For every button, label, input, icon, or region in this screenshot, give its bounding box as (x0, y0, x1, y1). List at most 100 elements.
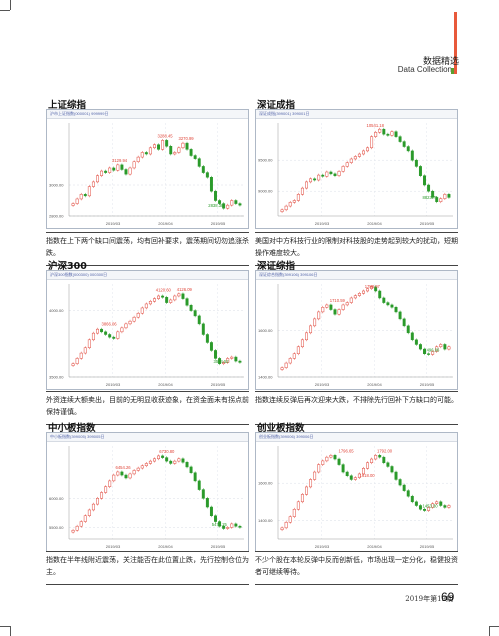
candle-body (418, 505, 422, 510)
candle-body (83, 347, 87, 354)
issue-label: 2019年第19期 (405, 595, 453, 603)
y-tick-label: 1600.00 (258, 328, 273, 333)
candle-body (361, 150, 365, 155)
candle-body (357, 473, 361, 478)
candle-body (427, 507, 431, 511)
candle-body (185, 142, 189, 150)
candle-body (300, 187, 304, 195)
y-tick-label: 1400.00 (258, 375, 273, 380)
candle-body (75, 358, 79, 364)
panel-title: 中小板指数 (48, 423, 96, 434)
candle-body (378, 455, 382, 458)
candle-body (382, 128, 386, 135)
x-tick-label: 2019/05 (211, 382, 226, 387)
candle-body (418, 344, 422, 350)
candle-body (406, 146, 410, 152)
page-number: 69 (441, 590, 455, 604)
candle-body (394, 471, 398, 480)
candle-body (193, 155, 197, 159)
candle-body (341, 304, 345, 310)
candle-body (197, 315, 201, 325)
candle-body (230, 523, 234, 528)
candle-body (96, 328, 99, 334)
candle-body (410, 495, 414, 503)
candle-body (410, 150, 414, 161)
candle-body (209, 177, 213, 192)
candle-body (288, 202, 292, 207)
candle-body (345, 162, 349, 167)
price-annotation: 6454.26 (116, 465, 132, 470)
chart-plot: 1600.00 1400.00 2019/03 2019/04 2019/05 1796.… (258, 446, 453, 549)
candle-body (357, 293, 361, 296)
candle-body (414, 339, 418, 345)
candle-body (185, 298, 189, 306)
candle-body (357, 153, 361, 157)
candle-body (87, 509, 91, 516)
candle-body (410, 332, 414, 341)
candle-body (181, 293, 185, 299)
candle-body (173, 460, 177, 464)
candle-body (406, 490, 410, 497)
candle-body (423, 508, 426, 511)
candle-body (79, 521, 83, 527)
candle-body (108, 480, 112, 487)
candle-body (402, 484, 406, 491)
candle-body (292, 508, 296, 517)
candle-body (152, 144, 156, 149)
candle-body (435, 346, 439, 352)
chart-plot: 1600.00 1400.00 2019/03 2019/04 2019/05 1710.… (258, 284, 453, 387)
candle-body (406, 325, 410, 334)
candle-body (79, 352, 83, 359)
candle-body (309, 178, 313, 183)
x-tick-label: 2019/04 (367, 382, 382, 387)
candle-body (136, 467, 140, 471)
candle-body (361, 290, 365, 294)
candle-body (317, 464, 321, 473)
x-tick-label: 2019/04 (158, 544, 173, 549)
candle-body (75, 198, 79, 204)
x-tick-label: 2019/03 (106, 544, 121, 549)
x-tick-label: 2019/04 (158, 221, 173, 226)
candle-body (108, 167, 112, 173)
candle-body (75, 525, 79, 531)
candle-body (173, 295, 177, 301)
candle-body (112, 474, 116, 482)
candle-body (124, 323, 128, 329)
price-annotation: 3288.45 (158, 133, 174, 138)
crop-mark (0, 10, 10, 11)
candle-body (144, 463, 148, 467)
panel-note: 指数在半年线附近震荡，关注能否在此位置止跌，先行控制仓位为主。 (46, 551, 249, 585)
header-green-mark (451, 68, 454, 74)
candle-body (193, 310, 197, 317)
candle-body (418, 166, 422, 176)
candle-body (288, 358, 292, 364)
candle-body (205, 172, 209, 178)
candle-body (386, 462, 390, 467)
candle-body (181, 142, 185, 149)
candle-body (345, 471, 349, 477)
candle-body (443, 344, 447, 350)
candle-body (292, 353, 296, 359)
candle-body (329, 455, 333, 458)
candle-body (353, 477, 357, 480)
price-annotation: 1618.00 (360, 473, 376, 478)
candle-body (349, 158, 353, 163)
candle-body (325, 456, 329, 462)
candle-body (185, 462, 189, 468)
candle-body (71, 530, 75, 533)
candle-body (177, 293, 181, 297)
price-annotation: 3866.06 (102, 321, 118, 326)
x-tick-label: 2019/03 (315, 382, 330, 387)
chart-toolbar: 沪深300指数(000300) 000300日 (47, 271, 248, 280)
candle-body (148, 460, 152, 464)
x-tick-label: 2019/03 (315, 221, 330, 226)
chart-toolbar: 创业板指数(399006) 399006日 (256, 433, 457, 442)
section-subtitle: Data Collection (397, 65, 452, 74)
candle-body (201, 323, 205, 335)
price-annotation: 1788.97 (365, 284, 381, 289)
candle-body (317, 174, 321, 181)
price-annotation: 10541.18 (367, 123, 385, 128)
candle-body (423, 348, 426, 354)
candle-body (189, 305, 193, 311)
crop-mark (10, 626, 11, 636)
